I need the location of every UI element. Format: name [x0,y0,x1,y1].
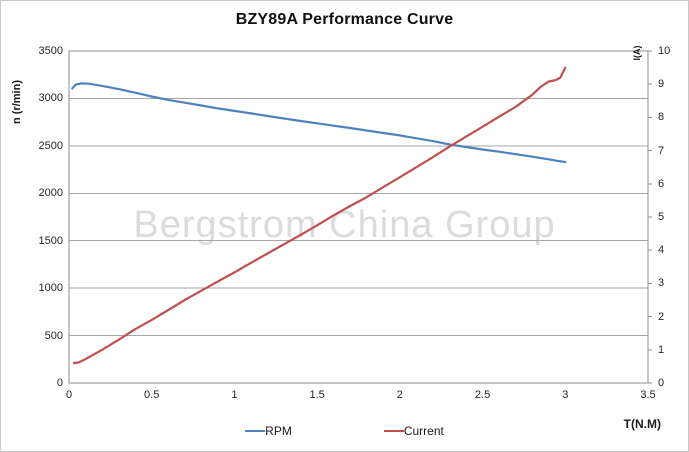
x-axis-tick-label: 3.5 [640,389,656,401]
legend-line-icon [383,430,404,432]
left-axis-tick-label: 1000 [38,282,63,295]
left-axis-tick-label: 2000 [38,187,63,200]
x-axis-tick-label: 2 [396,389,403,401]
right-axis-tick-label: 8 [658,111,665,124]
x-axis-title: T(N.M) [623,417,661,431]
x-axis-tick-label: 1.5 [309,389,325,401]
x-axis-tick-label: 3 [562,389,569,401]
x-axis-tick-label: 1 [231,389,238,401]
x-axis-tick-label: 0 [65,389,73,401]
series-line-current [72,66,567,365]
right-axis-tick-label: 10 [658,45,671,57]
legend-item-rpm[interactable]: RPM [245,424,292,438]
right-axis-tick-label: 0 [658,377,665,389]
left-axis-tick-label: 0 [56,377,63,389]
left-axis-tick-label: 500 [44,329,63,342]
plot-border [68,50,649,384]
legend: RPM Current [1,424,688,438]
right-axis-tick-label: 3 [658,277,665,290]
right-axis-tick-label: 7 [658,144,665,157]
right-axis-tick-label: 9 [658,78,665,91]
series-line-rpm [71,82,567,164]
legend-item-current[interactable]: Current [383,424,444,438]
right-axis-title: I(A) [632,45,642,61]
left-axis-tick-label: 3500 [38,45,63,57]
left-axis-tick-label: 2500 [38,139,63,152]
legend-line-icon [245,430,266,432]
chart-title: BZY89A Performance Curve [235,11,454,28]
left-axis-tick-label: 3000 [38,92,63,105]
right-axis-tick-label: 4 [658,244,665,257]
legend-label: RPM [265,424,292,438]
watermark: Bergstrom China Group [133,204,556,246]
right-axis-tick-label: 5 [658,211,665,223]
legend-label: Current [403,424,444,438]
right-axis-tick-label: 1 [658,343,665,356]
right-axis-tick-label: 6 [658,177,665,190]
x-axis-tick-label: 2.5 [474,389,491,401]
x-axis-tick-label: 0.5 [144,389,160,401]
left-axis-tick-label: 1500 [38,234,63,247]
right-axis-tick-label: 2 [658,310,665,323]
